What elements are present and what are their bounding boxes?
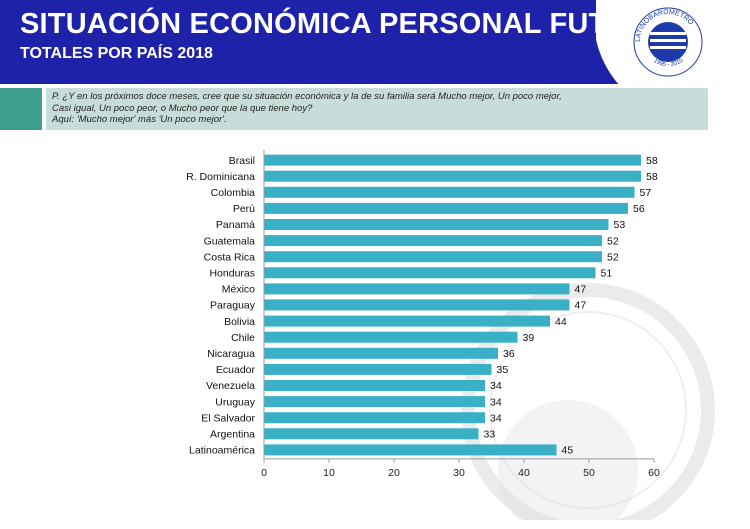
- bar-2: [264, 186, 635, 198]
- question-line-1: P. ¿Y en los próximos doce meses, cree q…: [52, 91, 562, 102]
- x-tick-label-6: 60: [648, 467, 660, 479]
- category-label-15: Uruguay: [215, 396, 255, 408]
- bar-12: [264, 347, 498, 359]
- value-label-5: 52: [607, 235, 619, 247]
- value-label-10: 44: [555, 316, 567, 328]
- category-label-4: Panamá: [216, 219, 255, 231]
- question-text: P. ¿Y en los próximos doce meses, cree q…: [52, 91, 702, 126]
- value-label-13: 35: [497, 364, 509, 376]
- value-label-12: 36: [503, 348, 515, 360]
- x-tick-label-1: 10: [323, 467, 335, 479]
- value-label-16: 34: [490, 412, 502, 424]
- category-label-6: Costa Rica: [204, 251, 256, 263]
- bar-16: [264, 412, 485, 424]
- bar-1: [264, 170, 641, 182]
- value-label-18: 45: [562, 445, 574, 457]
- bar-18: [264, 444, 557, 456]
- bar-15: [264, 396, 485, 408]
- value-label-11: 39: [523, 332, 535, 344]
- logo-ring: [633, 7, 703, 77]
- category-label-2: Colombia: [211, 187, 256, 199]
- logo-years: 1995 - 2015: [652, 57, 685, 68]
- value-label-4: 53: [614, 219, 626, 231]
- category-label-8: México: [222, 284, 255, 296]
- category-label-9: Paraguay: [210, 300, 256, 312]
- x-tick-label-4: 40: [518, 467, 530, 479]
- x-tick-label-3: 30: [453, 467, 465, 479]
- category-label-1: R. Dominicana: [186, 171, 255, 183]
- value-label-17: 33: [484, 429, 496, 441]
- latinobarometro-logo: LATINOBARÓMETRO 1995 - 2015: [633, 7, 703, 77]
- value-label-3: 56: [633, 203, 645, 215]
- page-subtitle: TOTALES POR PAÍS 2018: [20, 45, 213, 62]
- value-label-1: 58: [646, 171, 658, 183]
- category-label-0: Brasil: [229, 155, 255, 167]
- value-label-2: 57: [640, 187, 652, 199]
- value-label-6: 52: [607, 251, 619, 263]
- bar-7: [264, 267, 596, 279]
- question-box: P. ¿Y en los próximos doce meses, cree q…: [46, 88, 708, 130]
- bar-5: [264, 235, 602, 247]
- category-label-11: Chile: [231, 332, 255, 344]
- category-label-14: Venezuela: [206, 380, 255, 392]
- bar-6: [264, 251, 602, 263]
- category-label-17: Argentina: [210, 429, 255, 441]
- bar-4: [264, 219, 609, 230]
- question-line-3: Aquí: 'Mucho mejor' más 'Un poco mejor'.: [52, 114, 227, 125]
- header-banner: SITUACIÓN ECONÓMICA PERSONAL FUTURA TOTA…: [0, 0, 750, 84]
- x-tick-label-0: 0: [261, 467, 267, 479]
- category-label-7: Honduras: [209, 268, 255, 280]
- bar-14: [264, 380, 485, 391]
- category-label-5: Guatemala: [204, 235, 256, 247]
- page-title: SITUACIÓN ECONÓMICA PERSONAL FUTURA: [20, 8, 670, 40]
- question-swatch: [0, 88, 42, 130]
- bar-8: [264, 283, 570, 295]
- bar-13: [264, 363, 492, 375]
- value-label-7: 51: [601, 268, 613, 280]
- value-label-9: 47: [575, 300, 587, 312]
- bar-9: [264, 299, 570, 311]
- value-label-0: 58: [646, 155, 658, 167]
- category-label-13: Ecuador: [216, 364, 256, 376]
- value-label-14: 34: [490, 380, 502, 392]
- question-line-2: Casi igual, Un poco peor, o Mucho peor q…: [52, 102, 313, 114]
- value-label-8: 47: [575, 284, 587, 296]
- bar-0: [264, 154, 641, 166]
- category-label-18: Latinoamérica: [189, 445, 255, 457]
- x-tick-label-2: 20: [388, 467, 400, 479]
- bar-10: [264, 315, 550, 327]
- category-label-10: Bolivia: [224, 316, 255, 328]
- value-label-15: 34: [490, 396, 502, 408]
- bar-3: [264, 202, 628, 214]
- category-label-16: El Salvador: [201, 412, 255, 424]
- bar-11: [264, 331, 518, 343]
- bar-17: [264, 428, 479, 440]
- background-seal-watermark: [461, 283, 715, 520]
- question-block: P. ¿Y en los próximos doce meses, cree q…: [0, 88, 708, 132]
- category-label-12: Nicaragua: [207, 348, 255, 360]
- x-tick-label-5: 50: [583, 467, 595, 479]
- category-label-3: Perú: [233, 203, 255, 215]
